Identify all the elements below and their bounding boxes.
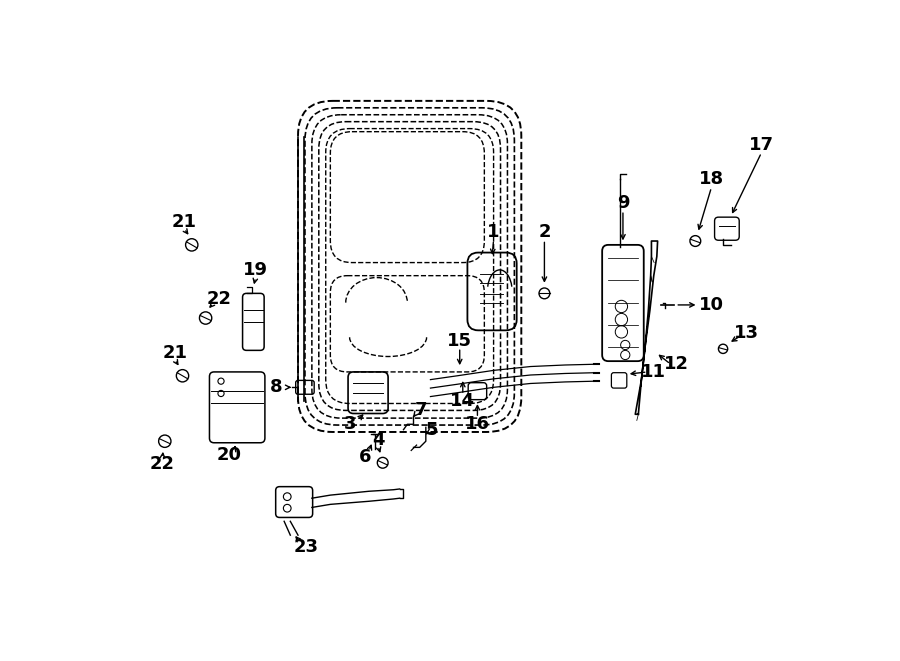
Text: 5: 5 <box>426 420 438 439</box>
Text: 4: 4 <box>372 431 384 449</box>
Text: 14: 14 <box>450 392 475 410</box>
Text: 7: 7 <box>415 401 428 420</box>
Text: 3: 3 <box>344 415 356 433</box>
Text: 22: 22 <box>150 455 175 473</box>
Text: 11: 11 <box>641 363 666 381</box>
Text: 19: 19 <box>243 261 268 280</box>
Text: 8: 8 <box>270 378 283 397</box>
Text: 15: 15 <box>447 332 473 350</box>
Text: 9: 9 <box>616 194 629 212</box>
Text: 17: 17 <box>749 136 774 154</box>
Text: 21: 21 <box>172 213 196 231</box>
Text: 18: 18 <box>699 171 725 188</box>
Text: 23: 23 <box>293 539 319 557</box>
Text: 1: 1 <box>487 223 500 241</box>
Text: 12: 12 <box>664 355 689 373</box>
Text: 6: 6 <box>359 447 371 465</box>
Text: 20: 20 <box>216 446 241 464</box>
Text: 13: 13 <box>734 325 759 342</box>
Text: 21: 21 <box>162 344 187 362</box>
Text: 10: 10 <box>699 296 724 314</box>
Text: 22: 22 <box>206 290 231 308</box>
Text: 2: 2 <box>538 223 551 241</box>
Text: 16: 16 <box>465 415 490 433</box>
